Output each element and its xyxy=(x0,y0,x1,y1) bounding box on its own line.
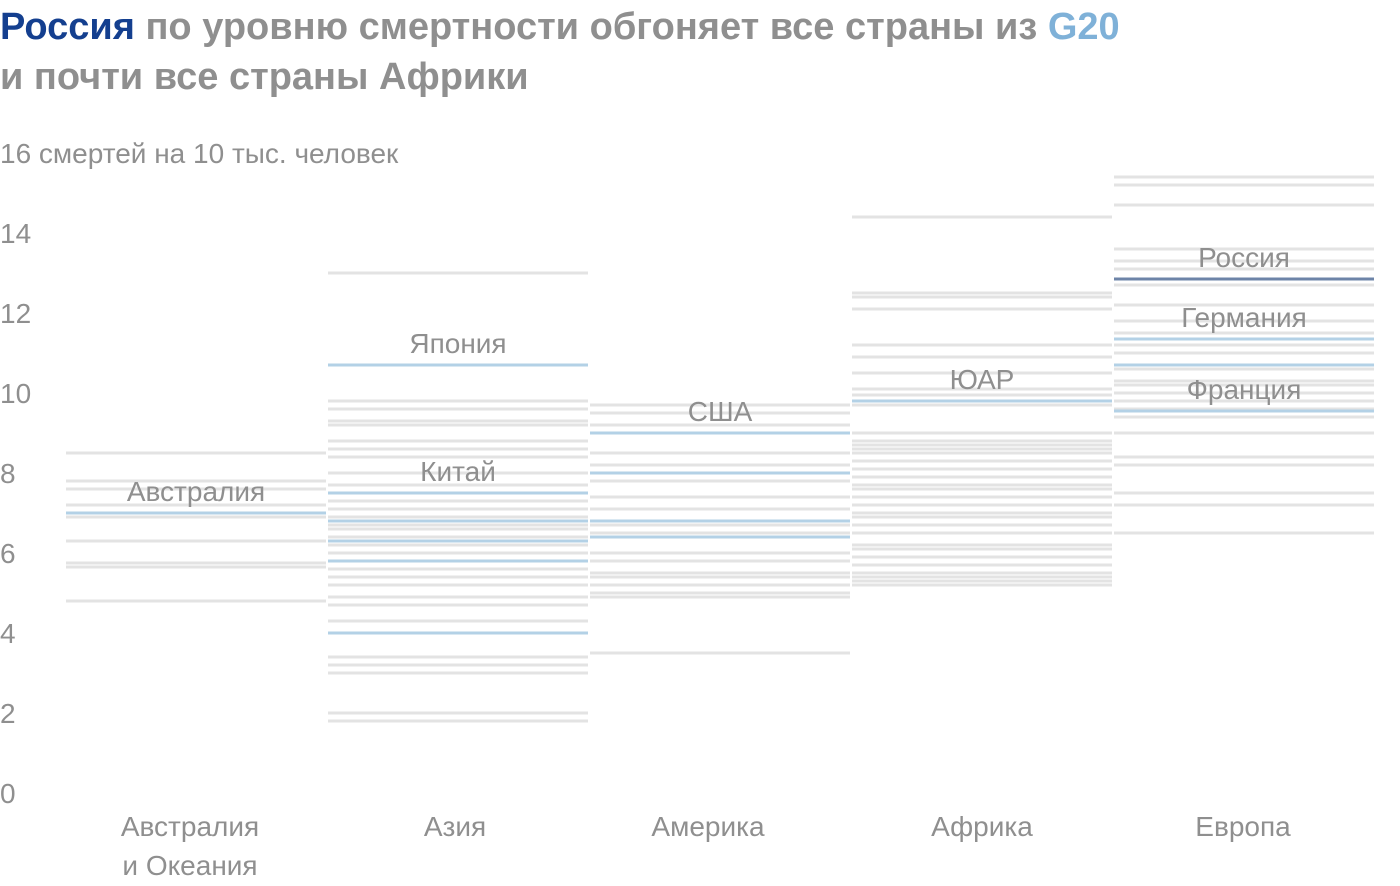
title-line-2: и почти все страны Африки xyxy=(0,56,529,98)
y-axis: 0 2 4 6 8 10 12 14 16 смертей на 10 тыс. человек xyxy=(0,138,399,809)
y-tick-label: 4 xyxy=(0,618,16,649)
y-tick-label: 6 xyxy=(0,538,16,569)
title-accent-g20: G20 xyxy=(1047,6,1120,48)
chart-title: Россия по уровню смертности обгоняет все… xyxy=(0,2,1380,102)
country-label: Япония xyxy=(409,328,506,359)
y-tick-label: 14 xyxy=(0,218,31,249)
x-category-label: Африка xyxy=(931,811,1033,842)
category-group xyxy=(328,271,588,723)
x-axis: Австралия и Океания Азия Америка Африка Европ… xyxy=(121,811,1291,881)
y-tick-label: 0 xyxy=(0,778,16,809)
y-tick-label: 12 xyxy=(0,298,31,329)
country-label: США xyxy=(688,396,753,427)
category-group xyxy=(66,451,326,603)
x-category-label: Австралия и Океания xyxy=(121,811,259,881)
country-label: Китай xyxy=(420,456,496,487)
y-tick-label: 8 xyxy=(0,458,16,489)
title-line-1: Россия по уровню смертности обгоняет все… xyxy=(0,2,1380,52)
highlight-labels: Австралия Япония Китай США ЮАР Россия Германия… xyxy=(127,242,1307,507)
plot-area xyxy=(66,175,1374,723)
country-label: Германия xyxy=(1181,302,1307,333)
country-label: Россия xyxy=(1198,242,1290,273)
category-group xyxy=(590,403,850,655)
x-category-label: Европа xyxy=(1195,811,1291,842)
category-group xyxy=(852,215,1112,587)
x-category-label: Азия xyxy=(424,811,486,842)
title-accent-russia: Россия xyxy=(0,6,135,48)
country-label: Австралия xyxy=(127,476,265,507)
y-tick-label: 16 смертей на 10 тыс. человек xyxy=(0,138,399,169)
category-group xyxy=(1114,175,1374,535)
country-label: ЮАР xyxy=(950,364,1015,395)
y-tick-label: 10 xyxy=(0,378,31,409)
y-tick-label: 2 xyxy=(0,698,16,729)
country-label: Франция xyxy=(1187,374,1302,405)
title-mid-text: по уровню смертности обгоняет все страны… xyxy=(134,6,1048,48)
x-category-label: Америка xyxy=(651,811,765,842)
